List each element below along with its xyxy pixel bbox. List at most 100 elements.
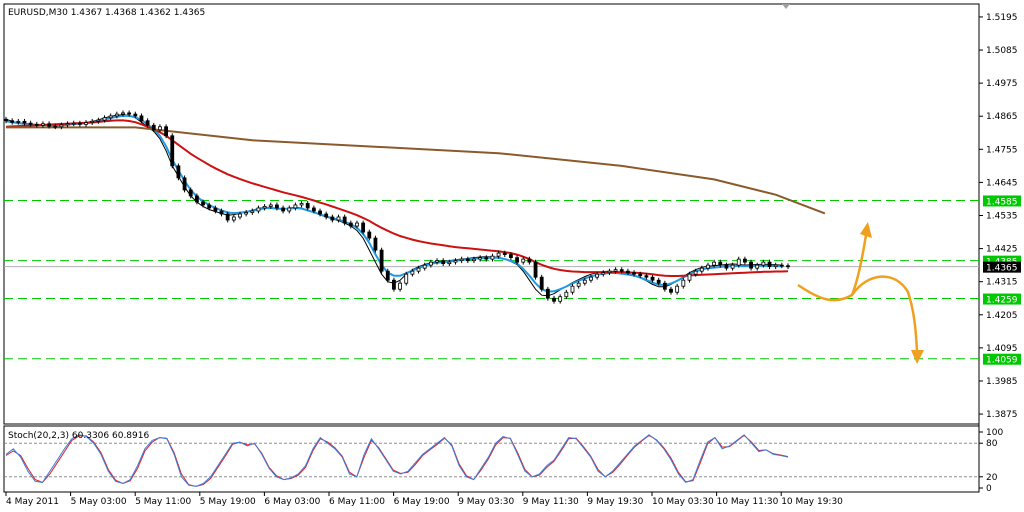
candle-body [422, 264, 427, 269]
candle-body [576, 282, 581, 287]
symbol-info: EURUSD,M30 1.4367 1.4368 1.4362 1.4365 [8, 8, 205, 18]
candle-body [318, 210, 322, 215]
candle-body [681, 279, 686, 287]
candle-body [170, 135, 175, 167]
candle-body [34, 123, 39, 126]
candle-body [626, 270, 630, 274]
candle-body [231, 216, 236, 221]
candle-body [619, 269, 624, 272]
candle-body [582, 279, 587, 284]
price-tick-label: 1.5195 [986, 13, 1018, 23]
arrowhead-down-icon [911, 350, 924, 364]
candle-body [706, 264, 710, 269]
price-tick-label: 1.4645 [986, 178, 1018, 188]
level-tag-label: 1.4059 [986, 356, 1018, 366]
candle-body [293, 204, 298, 209]
candle-body [644, 275, 649, 278]
candle-body [675, 285, 680, 293]
candle-body [71, 122, 76, 125]
candle-body [299, 203, 304, 206]
candle-body [361, 222, 366, 233]
candle-body [324, 213, 329, 218]
price-tick-label: 1.4205 [986, 311, 1018, 321]
candle-body [761, 261, 766, 266]
candle-body [102, 117, 107, 121]
candle-body [268, 204, 273, 207]
time-tick-label: 6 May 11:00 [329, 497, 385, 507]
stochastic-tick-label: 100 [986, 428, 1003, 438]
candle-body [496, 252, 501, 257]
time-tick-label: 5 May 19:00 [200, 497, 256, 507]
candle-body [59, 124, 64, 128]
candle-body [712, 261, 717, 266]
candle-body [342, 216, 347, 224]
candle-body [108, 115, 113, 119]
time-tick-label: 5 May 03:00 [71, 497, 127, 507]
candle-body [121, 112, 125, 115]
candle-body [607, 270, 612, 274]
candle-body [287, 207, 292, 212]
candle-body [201, 201, 205, 206]
candle-body [502, 252, 507, 256]
candle-body [355, 222, 359, 227]
candle-body [447, 261, 452, 265]
candle-body [194, 195, 199, 203]
candle-body [10, 120, 15, 123]
stochastic-tick-label: 0 [986, 484, 992, 494]
candle-body [509, 254, 513, 259]
level-tag [983, 353, 1021, 365]
time-tick-label: 6 May 19:00 [394, 497, 450, 507]
candle-body [41, 123, 45, 126]
time-tick-label: 10 May 11:30 [717, 497, 779, 507]
candle-body [213, 207, 218, 212]
candle-body [669, 288, 673, 293]
candle-body [601, 272, 606, 275]
level-tag [983, 293, 1021, 305]
price-axis: 1.5195 1.5085 1.4975 1.4865 1.4755 1.4645 1.45… [979, 13, 1018, 420]
arrowhead-up-icon [860, 222, 872, 238]
candle-body [77, 122, 82, 125]
candle-body [164, 126, 168, 137]
candle-body [348, 222, 353, 227]
candle-body [22, 120, 27, 124]
candle-body [773, 264, 778, 268]
candle-body [133, 113, 138, 117]
candle-body [330, 216, 335, 221]
price-pane [3, 3, 980, 425]
candle-body [564, 291, 569, 298]
time-tick-label: 10 May 03:30 [652, 497, 714, 507]
stochastic-pane [3, 425, 980, 493]
candle-body [490, 255, 495, 260]
price-tick-label: 1.4095 [986, 344, 1018, 354]
candle-body [145, 120, 150, 126]
price-tick-label: 1.4425 [986, 245, 1018, 255]
candle-body [151, 124, 156, 131]
candle-body [428, 261, 433, 266]
candle-body [465, 258, 470, 262]
price-tick-label: 1.3985 [986, 377, 1018, 387]
candle-body [478, 257, 483, 260]
candle-body [114, 113, 119, 117]
candle-body [441, 260, 446, 265]
candle-body [638, 273, 643, 277]
candle-body [527, 258, 532, 263]
candle-body [786, 265, 790, 268]
candle-body [262, 206, 267, 209]
price-tick-label: 1.4865 [986, 112, 1018, 122]
candle-body [225, 213, 230, 221]
candle-body [459, 258, 464, 262]
price-candles [4, 110, 790, 304]
candle-body [392, 279, 396, 290]
time-tick-label: 6 May 03:00 [264, 497, 320, 507]
candle-body [53, 125, 58, 128]
candle-body [687, 273, 692, 281]
candle-body [96, 119, 101, 122]
candle-body [127, 112, 132, 115]
candle-body [435, 260, 439, 263]
candle-body [552, 297, 556, 302]
price-tick-label: 1.5085 [986, 46, 1018, 56]
candle-body [367, 231, 372, 239]
candle-body [139, 115, 144, 122]
price-tick-label: 1.3875 [986, 410, 1018, 420]
